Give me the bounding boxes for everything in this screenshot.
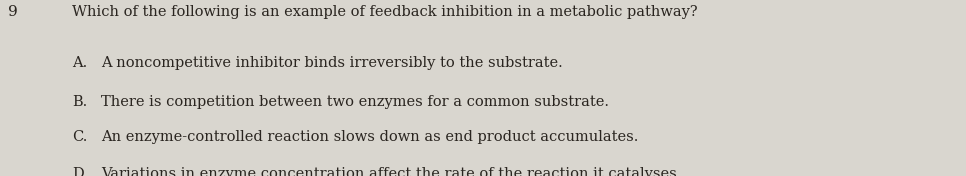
Text: Which of the following is an example of feedback inhibition in a metabolic pathw: Which of the following is an example of … bbox=[72, 5, 698, 19]
Text: A.: A. bbox=[72, 56, 88, 70]
Text: 9: 9 bbox=[8, 5, 17, 19]
Text: D.: D. bbox=[72, 167, 88, 176]
Text: C.: C. bbox=[72, 130, 88, 144]
Text: Variations in enzyme concentration affect the rate of the reaction it catalyses.: Variations in enzyme concentration affec… bbox=[101, 167, 682, 176]
Text: An enzyme-controlled reaction slows down as end product accumulates.: An enzyme-controlled reaction slows down… bbox=[101, 130, 639, 144]
Text: B.: B. bbox=[72, 95, 88, 109]
Text: A noncompetitive inhibitor binds irreversibly to the substrate.: A noncompetitive inhibitor binds irrever… bbox=[101, 56, 563, 70]
Text: There is competition between two enzymes for a common substrate.: There is competition between two enzymes… bbox=[101, 95, 610, 109]
